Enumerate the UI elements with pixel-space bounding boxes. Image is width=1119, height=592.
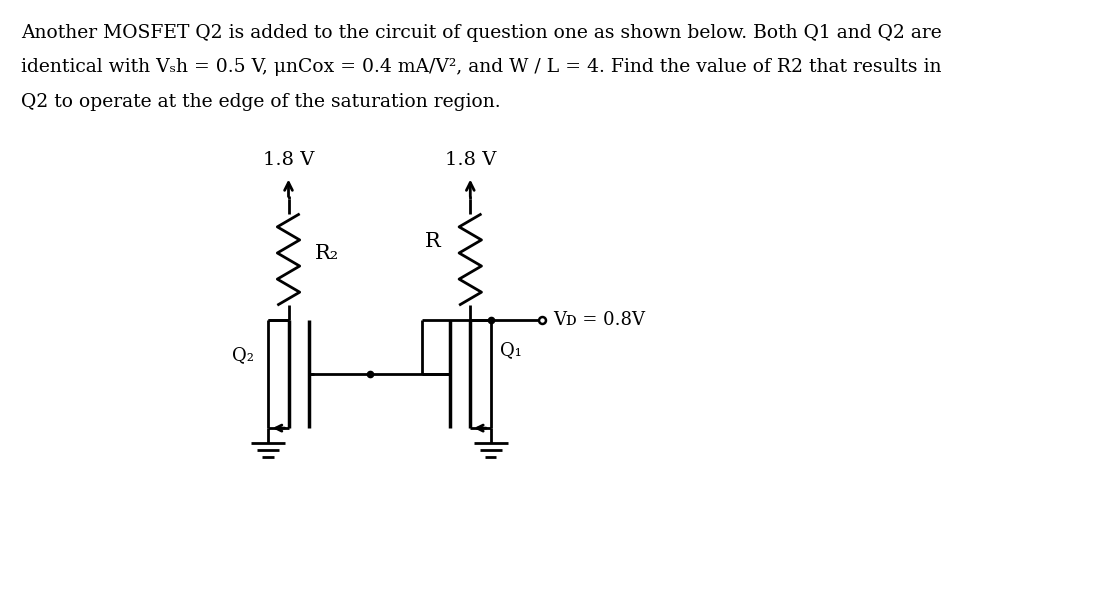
Text: 1.8 V: 1.8 V [263, 151, 314, 169]
Text: identical with Vₛh = 0.5 V, μnCox = 0.4 mA/V², and W / L = 4. Find the value of : identical with Vₛh = 0.5 V, μnCox = 0.4 … [21, 59, 941, 76]
Text: 1.8 V: 1.8 V [444, 151, 496, 169]
Text: R: R [425, 232, 441, 251]
Text: Vᴅ = 0.8V: Vᴅ = 0.8V [553, 311, 646, 329]
Text: Q2 to operate at the edge of the saturation region.: Q2 to operate at the edge of the saturat… [21, 93, 500, 111]
Text: Q₂: Q₂ [232, 346, 254, 364]
Text: Another MOSFET Q2 is added to the circuit of question one as shown below. Both Q: Another MOSFET Q2 is added to the circui… [21, 24, 942, 42]
Text: R₂: R₂ [314, 244, 339, 263]
Text: Q₁: Q₁ [500, 341, 521, 359]
